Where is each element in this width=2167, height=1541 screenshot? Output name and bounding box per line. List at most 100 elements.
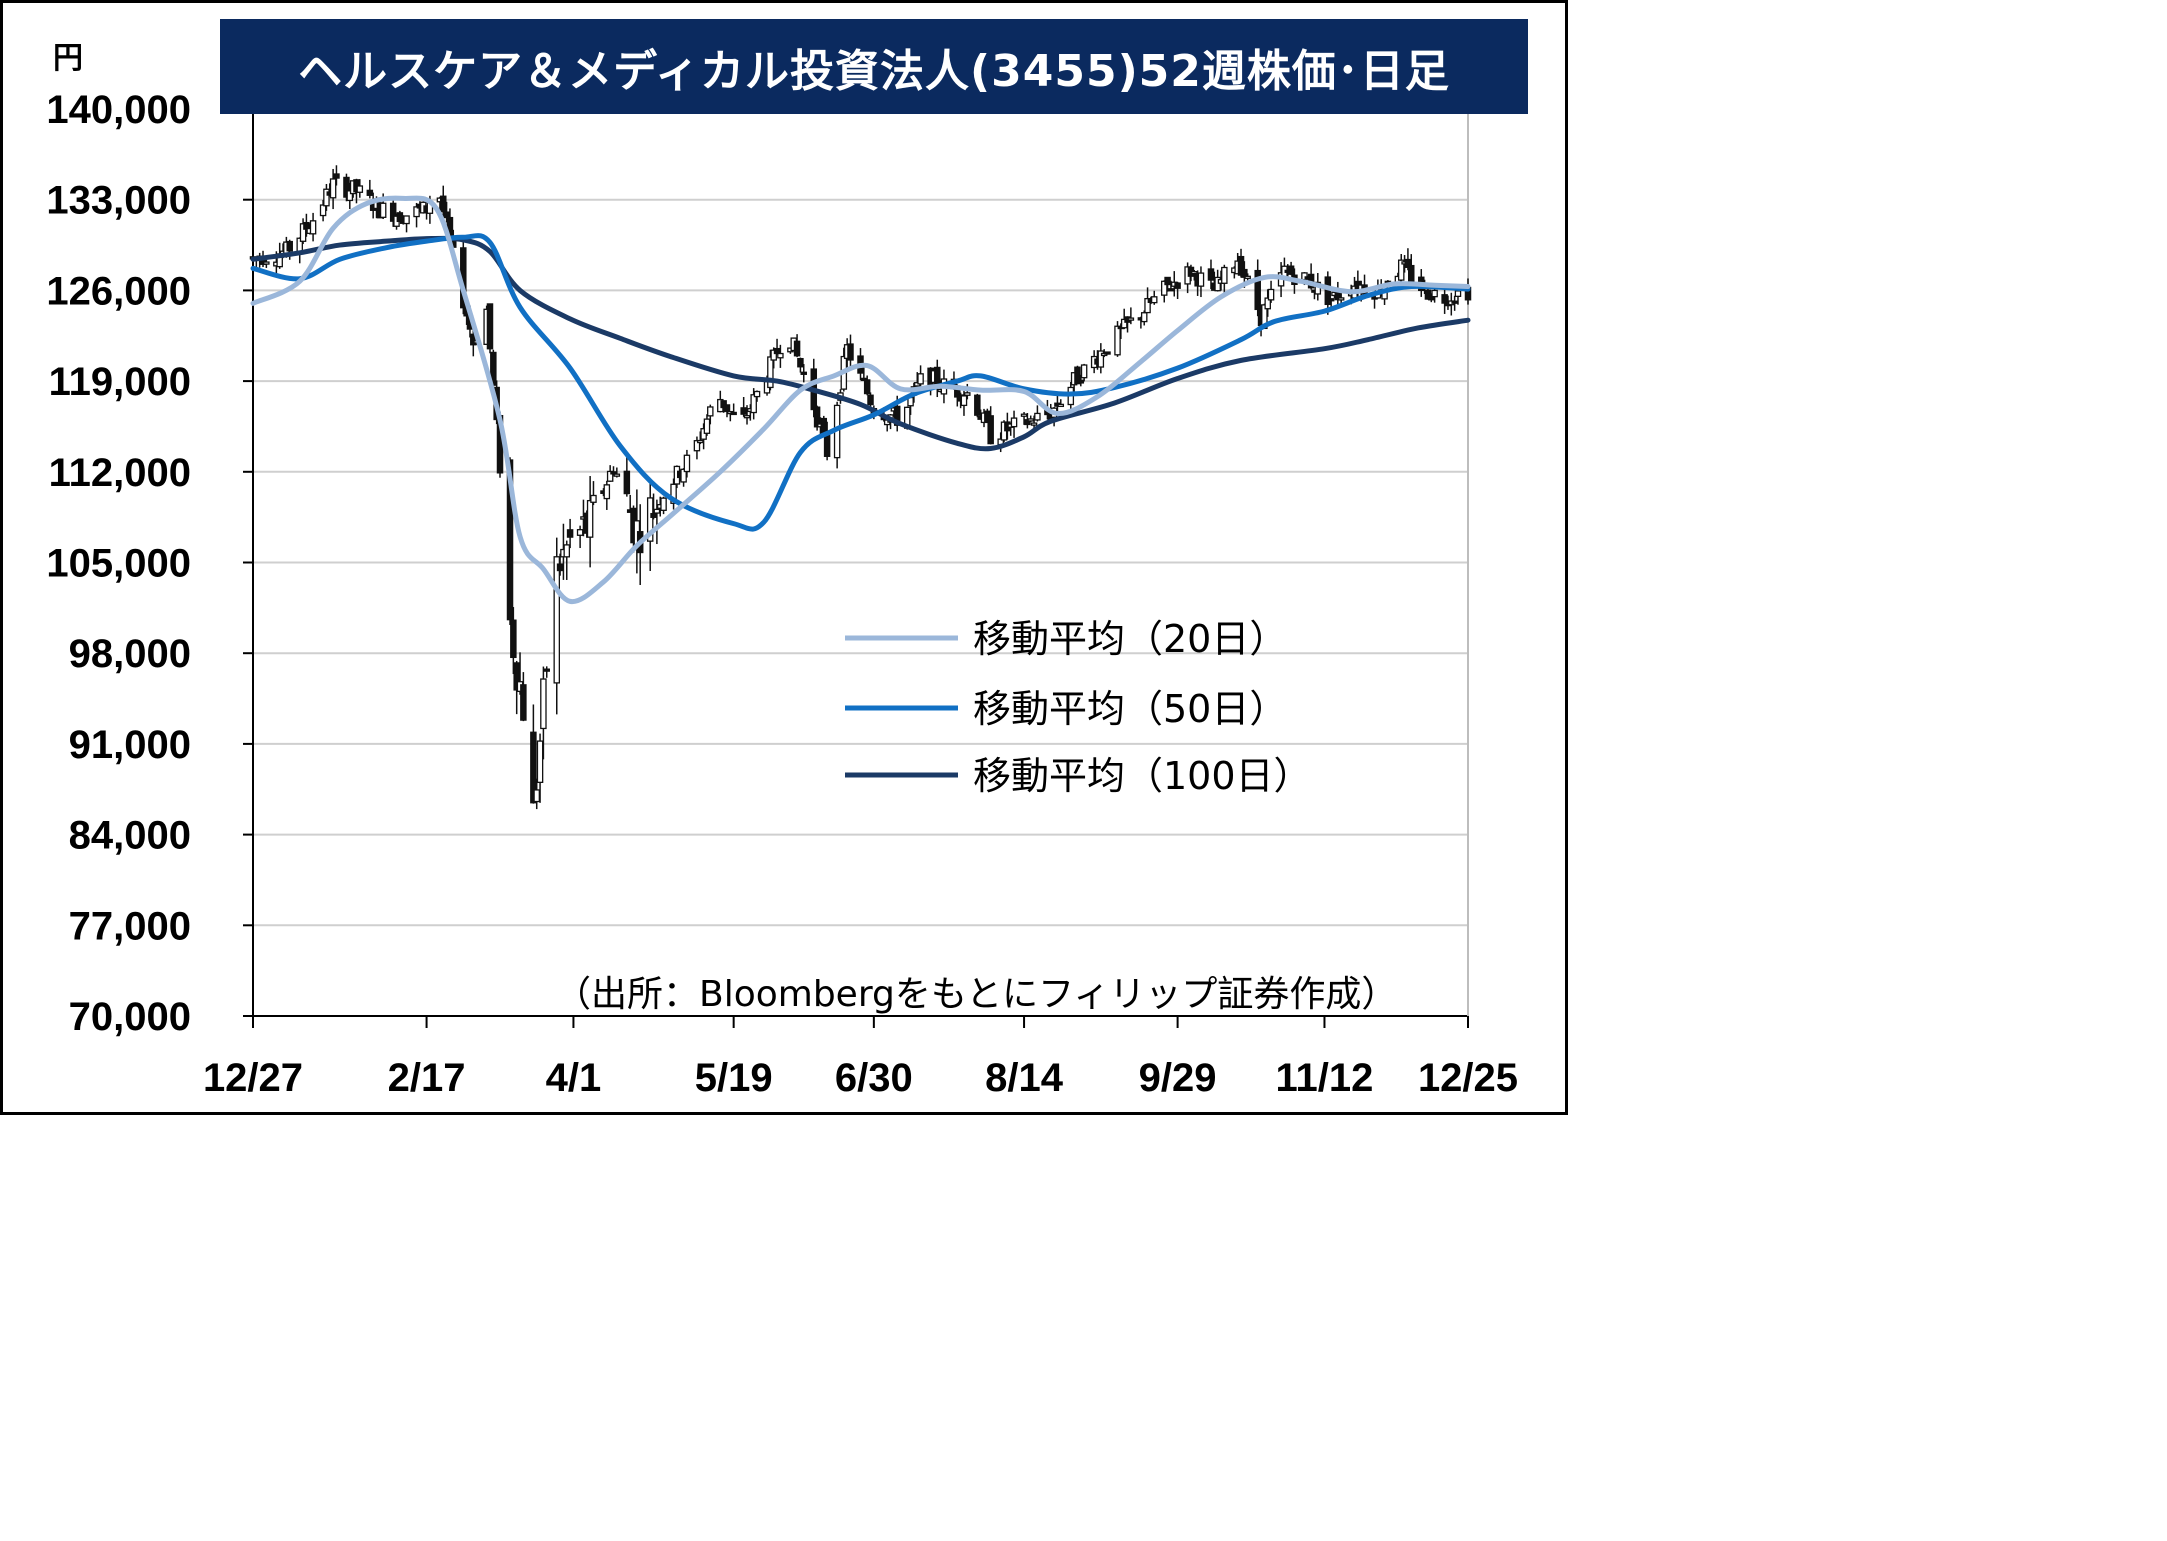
chart-title: ヘルスケア＆メディカル投資法人(3455)52週株価･日足 [220,19,1528,114]
chart-frame: 140,000 133,000 126,000 119,000 112,000 105,0… [0,0,1568,1115]
candle-body [863,379,871,395]
candle-body [389,202,397,222]
candle-body [263,261,270,265]
candle-body [613,473,621,477]
candle-body [1167,288,1175,292]
x-tick-label: 11/12 [1276,1056,1374,1100]
candle-body [1104,351,1111,355]
legend-label: 移動平均（20日） [973,617,1287,661]
candle-body [1030,422,1038,426]
candle-body [960,395,968,407]
candle-body [974,394,981,416]
candle-body [576,529,584,536]
candle-body [703,418,711,434]
y-tick-label: 98,000 [69,632,191,676]
candle-body [356,185,364,193]
candle-body [723,404,731,413]
y-tick-label: 105,000 [46,542,191,586]
candle-body [520,684,527,721]
candle-body [533,789,540,803]
candle-body [1264,297,1271,310]
chart-svg: 140,000 133,000 126,000 119,000 112,000 105,0… [46,88,1518,1100]
candle-body [1337,297,1345,301]
candle-body [653,508,661,514]
candle-body [1114,325,1121,356]
candle-body [646,497,654,542]
candle-body [1140,312,1148,323]
candle-body [1034,412,1041,421]
candle-body [1408,264,1415,284]
x-tick-label: 5/19 [695,1056,773,1100]
y-tick-label: 77,000 [69,904,191,948]
y-tick-label: 126,000 [46,269,191,313]
candle-body [440,195,447,213]
legend-label: 移動平均（100日） [973,754,1312,798]
candle-body [1431,289,1438,298]
candle-body [767,356,774,389]
candle-body [867,394,874,406]
candle-body [987,415,994,445]
candle-body [697,439,704,444]
y-unit-label: 円 [53,41,83,76]
candle-body [1024,419,1031,426]
y-tick-label: 133,000 [46,179,191,223]
legend-label: 移動平均（50日） [973,687,1287,731]
candle-body [566,529,574,538]
candle-body [800,371,808,375]
candle-body [1020,413,1028,417]
candle-body [1010,417,1018,428]
y-tick-label: 70,000 [69,995,191,1039]
candle-body [1057,403,1065,408]
candle-body [590,494,597,503]
candle-body [506,459,514,621]
candle-body [379,202,387,218]
candle-body [1127,317,1135,321]
candle-body [670,483,677,504]
candle-body [1287,265,1295,275]
candle-body [730,411,737,416]
y-tick-label: 84,000 [69,814,191,858]
legend: 移動平均（20日） 移動平均（50日） 移動平均（100日） [845,617,1312,798]
series-line-ma50 [250,233,1471,532]
candle-body [556,563,564,572]
candle-body [1254,269,1261,311]
moving-average-lines [250,195,1471,605]
candle-body [606,470,614,482]
x-tick-label: 2/17 [388,1056,466,1100]
gridlines [243,108,1468,1017]
candle-body [660,497,667,511]
x-tick-label: 8/14 [985,1056,1064,1100]
candle-body [563,544,571,558]
candle-body [1267,288,1275,301]
y-tick-label: 119,000 [49,360,191,404]
candle-body [650,512,657,518]
candle-body [1080,364,1088,379]
candle-body [740,407,747,415]
x-tick-labels: 12/27 2/17 4/1 5/19 6/30 8/14 9/29 11/12 12/25 [203,1056,1518,1100]
candle-body [543,668,550,672]
candle-body [720,400,727,409]
chart-title-text: ヘルスケア＆メディカル投資法人(3455)52週株価･日足 [298,45,1450,97]
candle-body [753,390,761,398]
candle-body [797,357,804,368]
y-tick-label: 112,000 [49,451,191,495]
candle-body [1244,275,1251,279]
x-tick-label: 4/1 [546,1056,602,1100]
candle-body [510,619,517,659]
x-tick-label: 12/25 [1418,1056,1518,1100]
candle-body [777,352,784,359]
candle-body [1144,297,1151,314]
candle-body [893,405,901,426]
candle-body [286,240,293,252]
candle-body [773,347,781,355]
candle-body [964,392,971,396]
candle-body [683,454,691,473]
candle-body [553,556,561,684]
candle-body [1150,296,1158,304]
y-tick-label: 140,000 [46,88,191,132]
candle-body [917,373,924,385]
candle-body [1174,282,1181,289]
candle-body [1097,350,1105,368]
candle-body [319,204,327,217]
y-tick-label: 91,000 [69,723,191,767]
